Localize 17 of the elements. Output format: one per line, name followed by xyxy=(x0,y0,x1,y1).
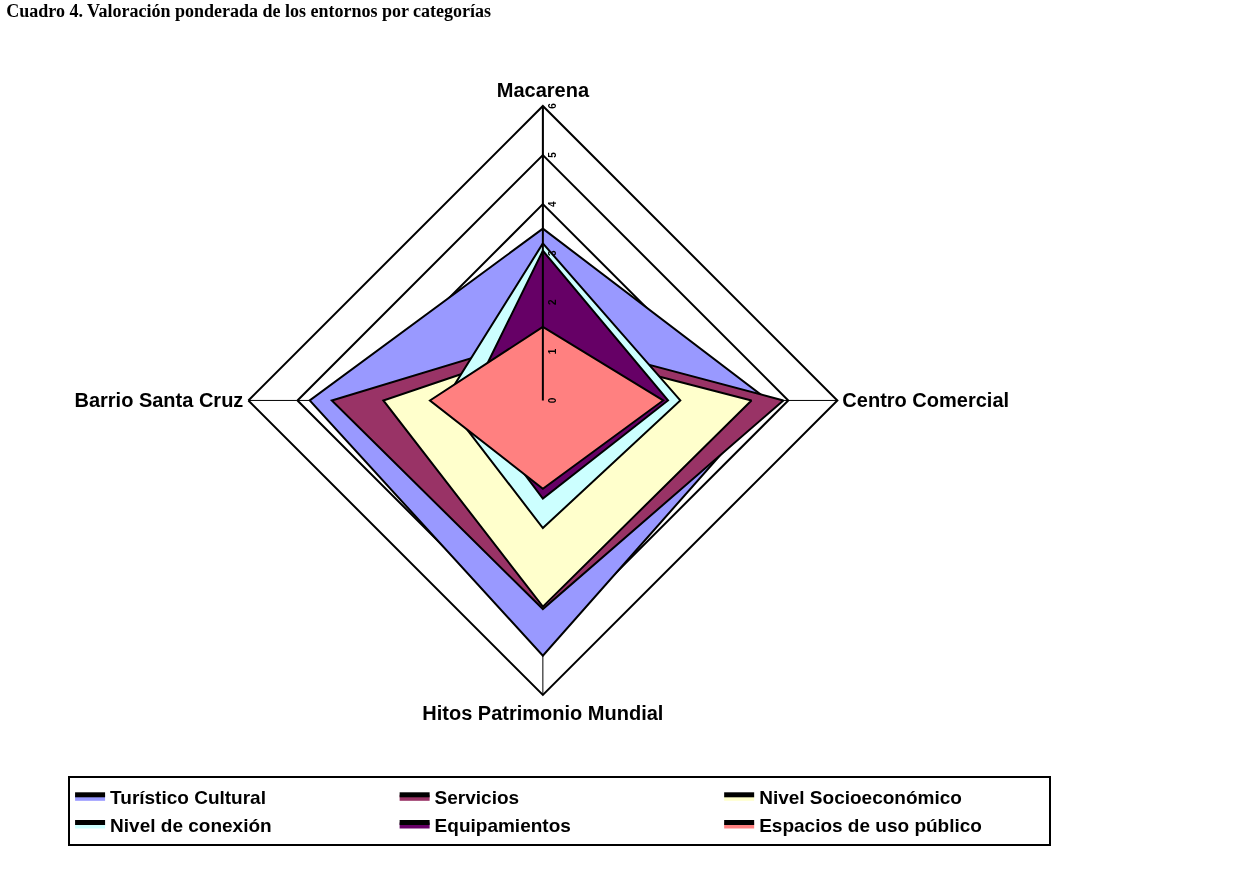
legend-label: Nivel de conexión xyxy=(110,814,272,836)
y-tick-label: 0 xyxy=(546,397,558,404)
spoke-label: Hitos Patrimonio Mundial xyxy=(422,701,664,724)
legend-label: Servicios xyxy=(434,787,520,809)
y-tick-label: 6 xyxy=(546,102,558,109)
legend-label: Equipamientos xyxy=(434,814,571,836)
y-tick-label: 1 xyxy=(546,348,558,355)
y-tick-label: 2 xyxy=(546,299,558,306)
spoke-label: Macarena xyxy=(496,78,590,101)
legend-label: Nivel Socioeconómico xyxy=(759,787,962,809)
legend-label: Espacios de uso público xyxy=(759,814,982,836)
spoke-label: Centro Comercial xyxy=(842,389,1010,412)
chart-title: Cuadro 4. Valoración ponderada de los entornos por categorías xyxy=(6,0,492,21)
spoke-label: Barrio Santa Cruz xyxy=(74,389,244,412)
y-tick-label: 4 xyxy=(546,200,558,207)
y-tick-label: 5 xyxy=(546,151,558,158)
legend-label: Turístico Cultural xyxy=(110,787,266,809)
